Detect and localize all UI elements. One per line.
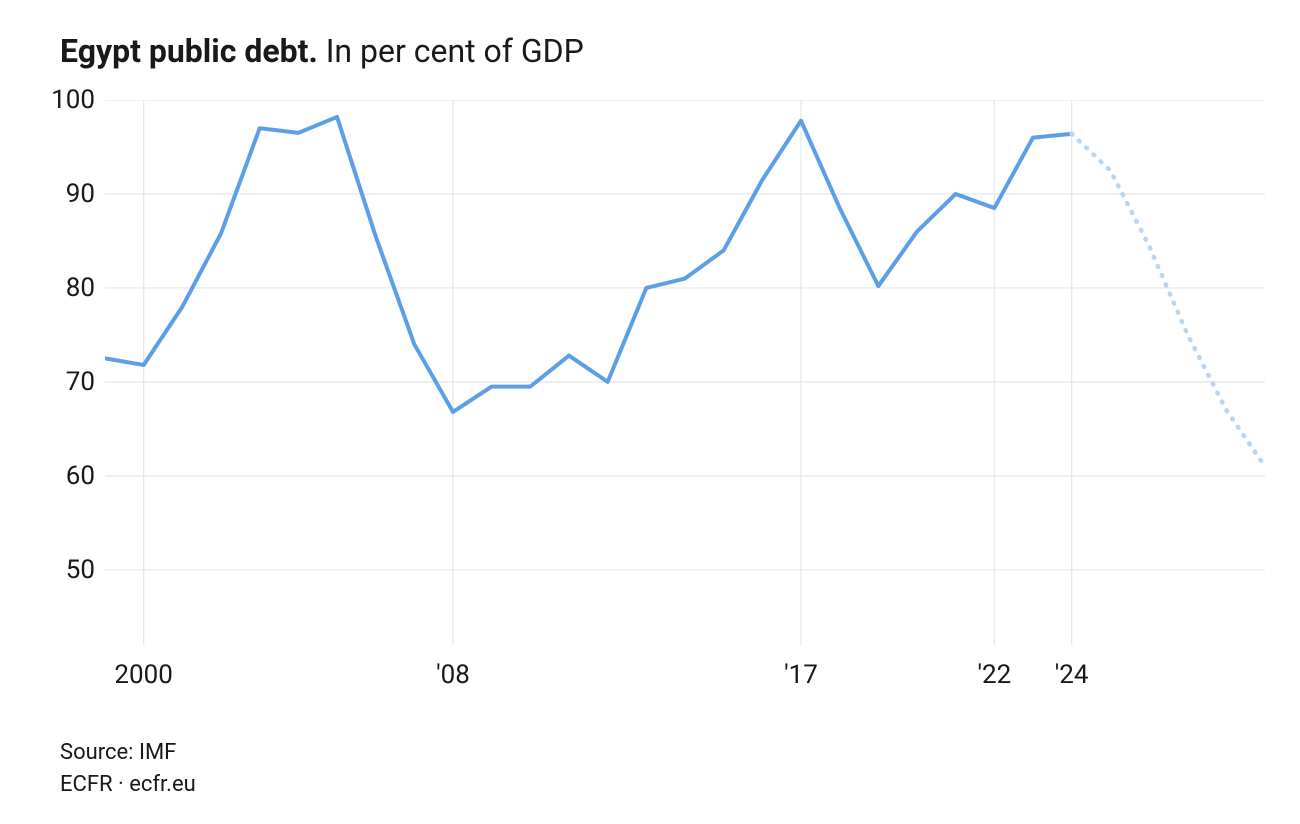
x-tick-label: '17 bbox=[784, 660, 818, 690]
y-tick-label: 70 bbox=[66, 367, 95, 397]
plot-area bbox=[105, 100, 1265, 645]
y-tick-label: 50 bbox=[66, 555, 95, 585]
chart-title-rest: In per cent of GDP bbox=[318, 32, 584, 70]
x-tick-label: 2000 bbox=[114, 660, 172, 690]
chart-title: Egypt public debt. In per cent of GDP bbox=[60, 32, 584, 70]
x-tick-label: '08 bbox=[436, 660, 470, 690]
footer-source: Source: IMF bbox=[60, 740, 176, 765]
x-tick-label: '24 bbox=[1055, 660, 1089, 690]
footer-attrib: ECFR · ecfr.eu bbox=[60, 772, 196, 797]
y-tick-label: 90 bbox=[66, 179, 95, 209]
y-tick-label: 80 bbox=[66, 273, 95, 303]
x-tick-label: '22 bbox=[977, 660, 1011, 690]
chart-container: Egypt public debt. In per cent of GDP 50… bbox=[0, 0, 1300, 824]
y-tick-label: 100 bbox=[51, 85, 95, 115]
y-tick-label: 60 bbox=[66, 461, 95, 491]
chart-svg bbox=[105, 100, 1265, 645]
chart-title-bold: Egypt public debt. bbox=[60, 32, 318, 70]
